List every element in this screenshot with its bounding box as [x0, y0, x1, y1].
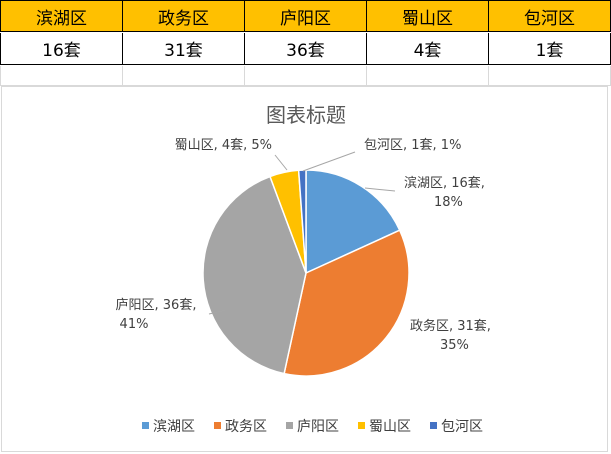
- data-label-line: 庐阳区, 36套,: [116, 297, 197, 313]
- chart-title[interactable]: 图表标题: [266, 103, 346, 127]
- data-label-luyang[interactable]: 庐阳区, 36套, 41%: [116, 297, 197, 332]
- legend-label-luyang[interactable]: 庐阳区: [297, 419, 339, 435]
- data-label-line: 滨湖区, 16套,: [404, 175, 485, 191]
- leader-line-baohe: [302, 151, 356, 172]
- pie-slices: [202, 169, 410, 377]
- legend-label-baohe[interactable]: 包河区: [441, 419, 483, 435]
- pie-slice-zhengwu[interactable]: [283, 229, 410, 377]
- data-label-binhu[interactable]: 滨湖区, 16套, 18%: [404, 175, 485, 210]
- header-cell-zhengwu[interactable]: 政务区: [123, 0, 245, 32]
- pie-slice-luyang[interactable]: [202, 175, 307, 375]
- empty-row: [0, 66, 611, 86]
- data-label-zhengwu[interactable]: 政务区, 31套, 35%: [410, 318, 491, 353]
- data-label-line: 政务区, 31套,: [410, 318, 491, 334]
- data-label-shushan[interactable]: 蜀山区, 4套, 5%: [175, 137, 272, 153]
- legend-swatch-zhengwu: [214, 422, 221, 429]
- legend-label-shushan[interactable]: 蜀山区: [369, 419, 411, 435]
- legend-swatch-binhu: [142, 422, 149, 429]
- header-cell-luyang[interactable]: 庐阳区: [245, 0, 367, 32]
- data-label-line: 41%: [120, 317, 149, 332]
- empty-cell[interactable]: [245, 66, 367, 86]
- value-row: 16套 31套 36套 4套 1套: [0, 33, 611, 65]
- legend-label-zhengwu[interactable]: 政务区: [225, 419, 267, 435]
- data-label-line: 18%: [434, 195, 463, 210]
- leader-line-binhu: [364, 187, 396, 192]
- data-label-baohe[interactable]: 包河区, 1套, 1%: [364, 137, 461, 153]
- data-label-line: 蜀山区, 4套, 5%: [175, 137, 272, 153]
- legend-swatch-luyang: [286, 422, 293, 429]
- empty-cell[interactable]: [123, 66, 245, 86]
- value-cell-shushan[interactable]: 4套: [367, 33, 489, 65]
- pie-slice-binhu[interactable]: [305, 169, 401, 275]
- empty-cell[interactable]: [367, 66, 489, 86]
- header-row: 滨湖区 政务区 庐阳区 蜀山区 包河区: [0, 0, 611, 32]
- empty-cell[interactable]: [0, 66, 123, 86]
- header-cell-shushan[interactable]: 蜀山区: [367, 0, 489, 32]
- data-label-line: 35%: [440, 338, 469, 353]
- legend: 滨湖区 政务区 庐阳区 蜀山区 包河区: [142, 419, 483, 435]
- leader-lines: [208, 151, 396, 315]
- header-cell-binhu[interactable]: 滨湖区: [0, 0, 123, 32]
- leader-line-luyang: [208, 309, 227, 315]
- leader-line-shushan: [274, 154, 288, 171]
- data-labels: 滨湖区, 16套, 18% 政务区, 31套, 35% 庐阳区, 36套, 41% 蜀山区,…: [116, 137, 491, 353]
- value-cell-luyang[interactable]: 36套: [245, 33, 367, 65]
- value-cell-binhu[interactable]: 16套: [0, 33, 123, 65]
- data-label-line: 包河区, 1套, 1%: [364, 137, 461, 153]
- legend-label-binhu[interactable]: 滨湖区: [153, 419, 195, 435]
- value-cell-zhengwu[interactable]: 31套: [123, 33, 245, 65]
- legend-swatch-baohe: [430, 422, 437, 429]
- spreadsheet-grid: 滨湖区 政务区 庐阳区 蜀山区 包河区 16套 31套 36套 4套 1套: [0, 0, 611, 86]
- legend-swatch-shushan: [358, 422, 365, 429]
